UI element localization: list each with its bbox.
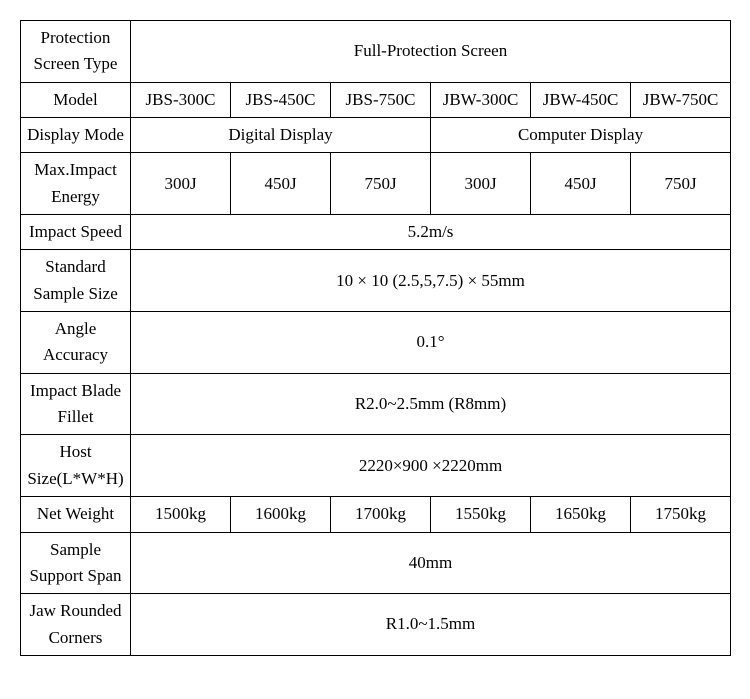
table-row: Max.Impact Energy 300J 450J 750J 300J 45… [21,153,731,215]
row-label: Standard Sample Size [21,250,131,312]
cell-value: 0.1° [131,312,731,374]
cell-value: Digital Display [131,118,431,153]
table-row: Impact Blade Fillet R2.0~2.5mm (R8mm) [21,373,731,435]
table-row: Net Weight 1500kg 1600kg 1700kg 1550kg 1… [21,497,731,532]
cell-value: R2.0~2.5mm (R8mm) [131,373,731,435]
row-label: Net Weight [21,497,131,532]
table-row: Standard Sample Size 10 × 10 (2.5,5,7.5)… [21,250,731,312]
table-row: Model JBS-300C JBS-450C JBS-750C JBW-300… [21,82,731,117]
row-label: Model [21,82,131,117]
table-row: Jaw Rounded Corners R1.0~1.5mm [21,594,731,656]
cell-value: R1.0~1.5mm [131,594,731,656]
cell-value: 10 × 10 (2.5,5,7.5) × 55mm [131,250,731,312]
table-row: Protection Screen Type Full-Protection S… [21,21,731,83]
cell-value: JBW-450C [531,82,631,117]
table-row: Sample Support Span 40mm [21,532,731,594]
cell-value: 750J [631,153,731,215]
cell-value: 1500kg [131,497,231,532]
cell-value: JBW-750C [631,82,731,117]
row-label: Jaw Rounded Corners [21,594,131,656]
spec-table: Protection Screen Type Full-Protection S… [20,20,731,656]
cell-value: 40mm [131,532,731,594]
row-label: Angle Accuracy [21,312,131,374]
cell-value: Computer Display [431,118,731,153]
cell-value: JBW-300C [431,82,531,117]
table-row: Impact Speed 5.2m/s [21,215,731,250]
cell-value: JBS-450C [231,82,331,117]
table-row: Angle Accuracy 0.1° [21,312,731,374]
cell-value: 300J [131,153,231,215]
cell-value: 300J [431,153,531,215]
row-label: Sample Support Span [21,532,131,594]
cell-value: JBS-750C [331,82,431,117]
row-label: Impact Speed [21,215,131,250]
row-label: Host Size(L*W*H) [21,435,131,497]
table-row: Display Mode Digital Display Computer Di… [21,118,731,153]
cell-value: 5.2m/s [131,215,731,250]
cell-value: 1600kg [231,497,331,532]
cell-value: 1650kg [531,497,631,532]
row-label: Impact Blade Fillet [21,373,131,435]
cell-value: JBS-300C [131,82,231,117]
table-row: Host Size(L*W*H) 2220×900 ×2220mm [21,435,731,497]
row-label: Protection Screen Type [21,21,131,83]
cell-value: 1750kg [631,497,731,532]
cell-value: 1550kg [431,497,531,532]
cell-value: 750J [331,153,431,215]
cell-value: 450J [531,153,631,215]
cell-value: 1700kg [331,497,431,532]
row-label: Max.Impact Energy [21,153,131,215]
cell-value: 2220×900 ×2220mm [131,435,731,497]
cell-value: Full-Protection Screen [131,21,731,83]
row-label: Display Mode [21,118,131,153]
cell-value: 450J [231,153,331,215]
